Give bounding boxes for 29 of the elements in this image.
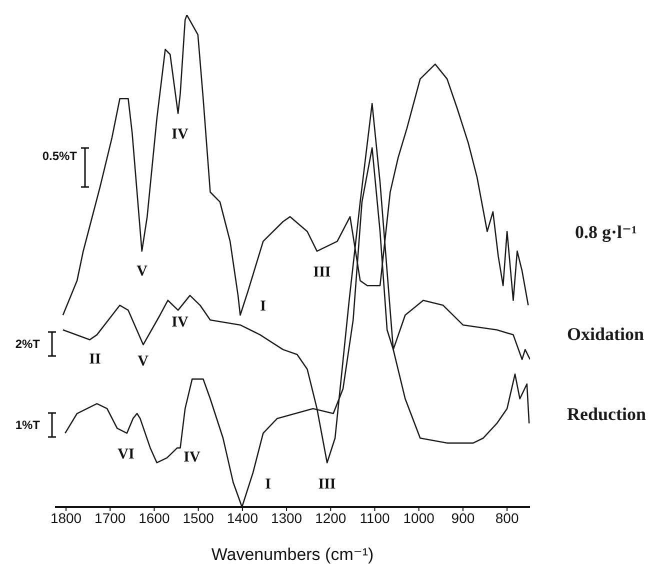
x-tick-label: 1000 <box>403 510 435 526</box>
text: Reduction <box>567 404 646 424</box>
annotation: I <box>265 476 272 492</box>
annotation: IV <box>184 449 200 466</box>
annotation: II <box>89 351 101 368</box>
x-tick-label: 1600 <box>138 510 170 526</box>
x-tick-label: 1200 <box>315 510 346 526</box>
text: 1%T <box>15 418 41 432</box>
annotation: 0.5%T <box>42 149 78 163</box>
x-axis-title: Wavenumbers (cm⁻¹) <box>211 545 374 564</box>
x-tick-label: 1700 <box>94 510 126 526</box>
annotation: IV <box>172 126 188 142</box>
x-tick-label: 1800 <box>50 510 82 526</box>
x-tick-label: 1400 <box>226 510 258 526</box>
text: Oxidation <box>567 324 644 344</box>
x-tick-label: 1300 <box>270 510 302 526</box>
x-tick-label: 800 <box>495 510 519 526</box>
annotation: IV <box>172 314 188 330</box>
text: 0.8 g·l⁻¹ <box>575 222 637 242</box>
annotation: V <box>138 353 149 370</box>
x-tick-label: 1500 <box>182 510 214 526</box>
annotation: III <box>318 476 336 492</box>
x-tick-label: 900 <box>451 510 475 526</box>
annotation: I <box>260 298 266 314</box>
annotation: V <box>136 263 148 280</box>
text: 2%T <box>15 337 41 351</box>
annotation: III <box>313 264 331 280</box>
x-tick-label: 1100 <box>360 510 390 526</box>
annotation: VI <box>118 446 134 462</box>
